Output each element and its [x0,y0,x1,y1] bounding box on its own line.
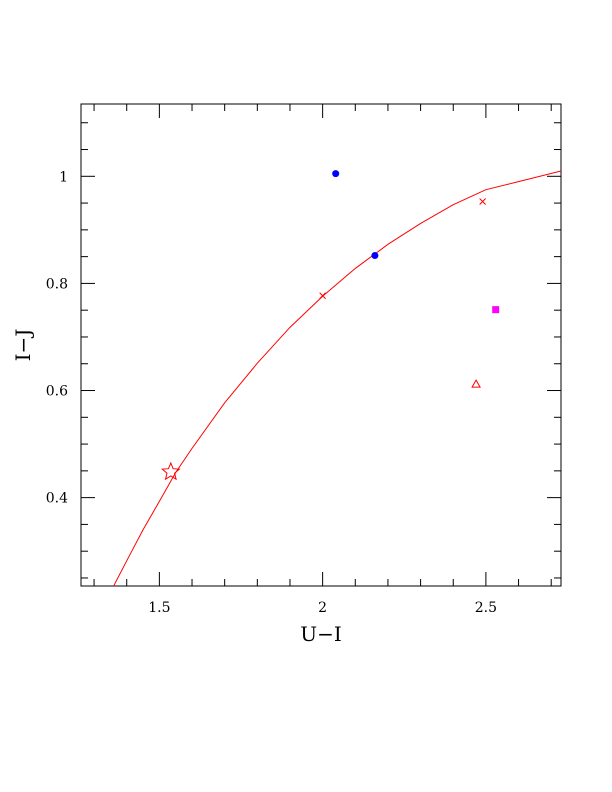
plot-frame [80,103,562,587]
y-tick-label: 0.8 [46,276,68,292]
axis-ticks [81,104,561,586]
y-tick-label: 1 [59,169,68,185]
star-marker [160,461,181,481]
x-tick-label: 1.5 [148,600,170,616]
x-tick-labels: 1.5 2 2.5 [148,600,497,616]
data-series [113,170,561,586]
y-tick-label: 0.6 [46,384,68,400]
cross-marker [319,292,326,300]
triangle-marker [471,379,481,388]
y-tick-label: 0.4 [46,491,68,507]
y-tick-labels: 0.4 0.6 0.8 1 [46,169,68,506]
y-axis-label: I−J [11,329,35,362]
filled-square-marker [492,306,500,314]
filled-circle-marker [371,252,379,260]
x-tick-label: 2 [318,600,327,616]
filled-circle-marker [332,170,340,178]
x-axis-label: U−I [300,622,342,646]
cross-marker [479,198,486,205]
x-tick-label: 2.5 [475,600,497,616]
fit-curve [113,170,561,586]
